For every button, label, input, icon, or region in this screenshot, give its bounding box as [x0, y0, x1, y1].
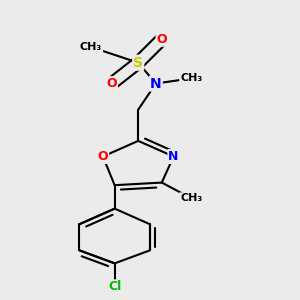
Text: CH₃: CH₃ [180, 193, 202, 203]
Text: Cl: Cl [108, 280, 121, 293]
Text: CH₃: CH₃ [180, 73, 202, 83]
Text: O: O [98, 150, 108, 163]
Text: O: O [106, 77, 117, 90]
Text: N: N [168, 150, 179, 163]
Text: O: O [157, 33, 167, 46]
Text: N: N [150, 76, 162, 91]
Text: S: S [133, 56, 143, 70]
Text: CH₃: CH₃ [80, 42, 102, 52]
